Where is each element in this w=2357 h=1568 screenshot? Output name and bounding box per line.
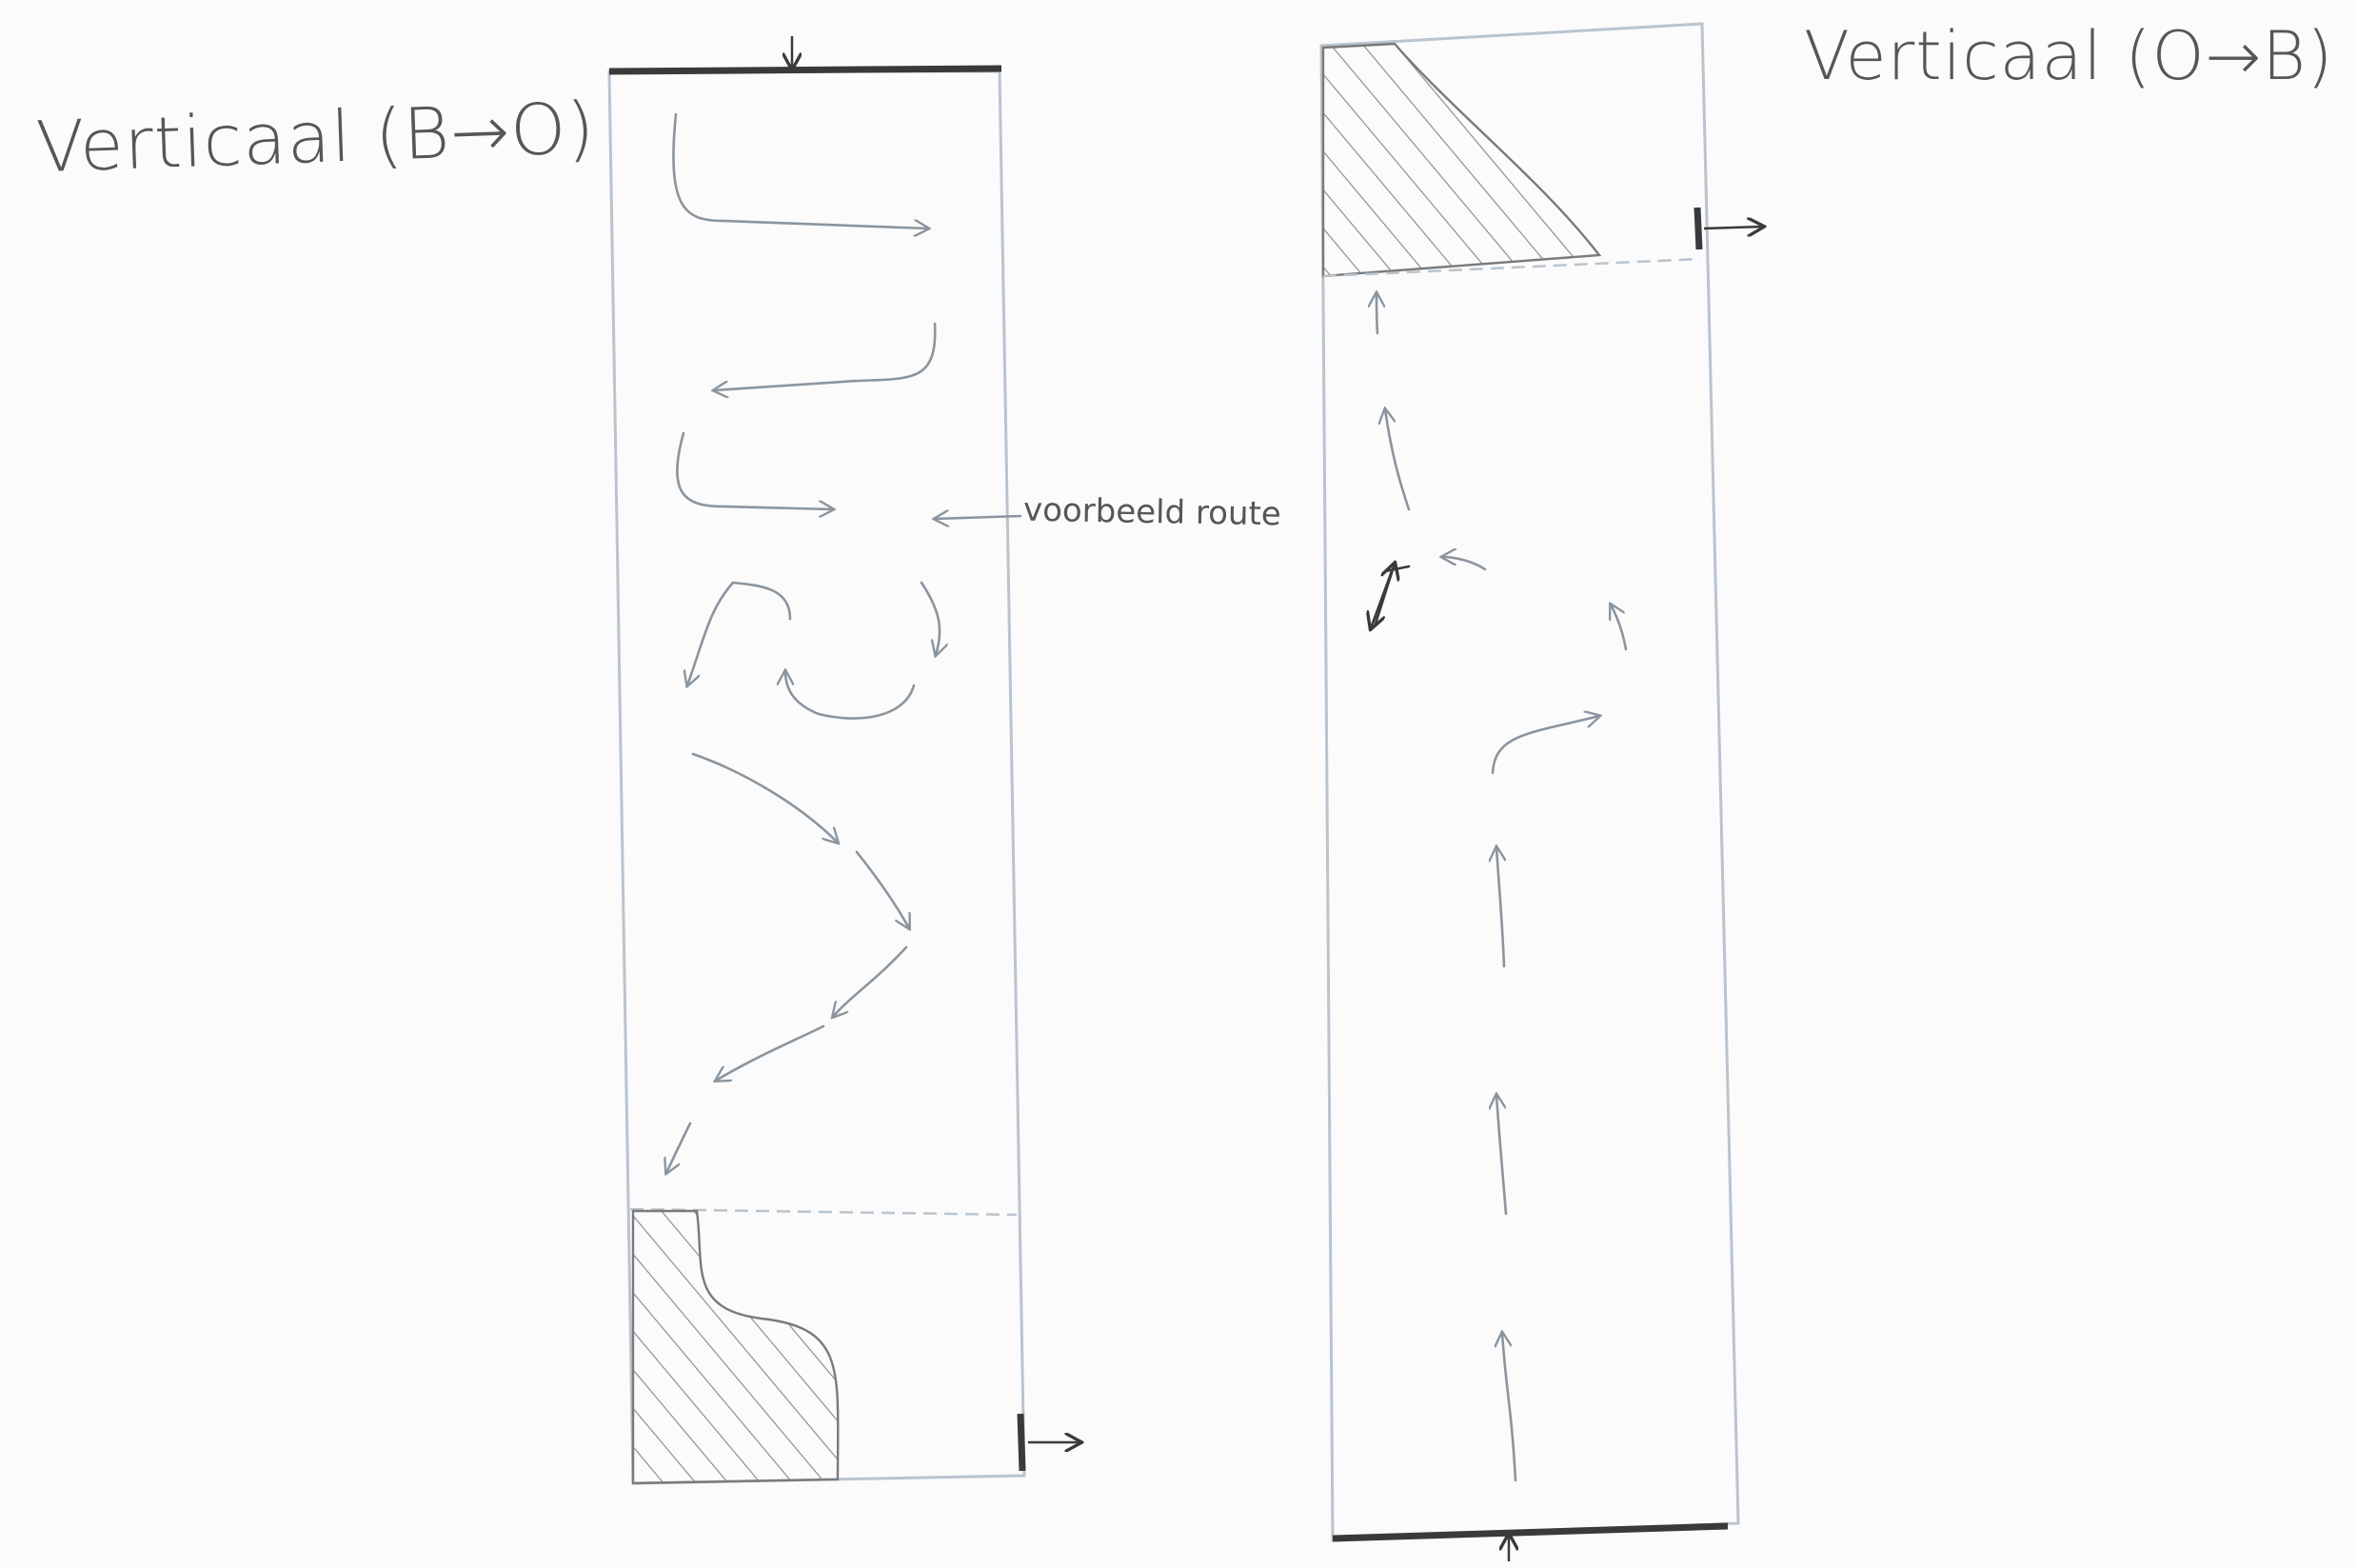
route-arrow <box>1611 605 1628 651</box>
right-exit-edge <box>1693 207 1703 250</box>
route-arrow <box>1385 409 1411 511</box>
right-exit-zone-boundary <box>1322 257 1701 278</box>
left-exit-zone-hatch <box>631 1209 840 1485</box>
route-arrow <box>666 1121 692 1173</box>
left-exit-edge <box>1017 1413 1026 1472</box>
route-arrow <box>691 752 838 843</box>
left-diagram <box>607 36 1080 1485</box>
route-arrow <box>714 322 937 390</box>
route-arrow <box>676 431 833 509</box>
route-arrow <box>716 1024 825 1081</box>
route-arrow <box>1491 716 1599 775</box>
right-exit-marker <box>1703 227 1763 228</box>
route-annotation-label: voorbeeld route <box>1022 490 1282 534</box>
right-entry-edge <box>1332 1522 1729 1542</box>
route-arrow <box>672 112 928 228</box>
right-diagram <box>1319 22 1763 1561</box>
right-diagram-title: Verticaal (O→B) <box>1804 17 2334 95</box>
right-route-arrows <box>1377 293 1628 1482</box>
right-exit-zone-hatch <box>1321 42 1602 278</box>
right-column-outline <box>1319 22 1740 1542</box>
route-arrow <box>731 581 792 621</box>
route-arrow <box>1496 847 1504 968</box>
route-arrow <box>833 945 908 1017</box>
route-arrow <box>1442 557 1487 571</box>
route-arrow <box>1496 1095 1508 1216</box>
right-bidirectional-arrow <box>1371 564 1411 628</box>
route-arrow <box>920 581 940 655</box>
route-arrow <box>1502 1333 1517 1482</box>
left-route-arrows <box>666 112 1022 1173</box>
route-annotation-pointer <box>935 516 1022 519</box>
route-arrow <box>687 581 735 685</box>
route-arrow <box>785 671 916 720</box>
left-entry-edge <box>608 65 1002 75</box>
route-arrow <box>855 850 909 928</box>
